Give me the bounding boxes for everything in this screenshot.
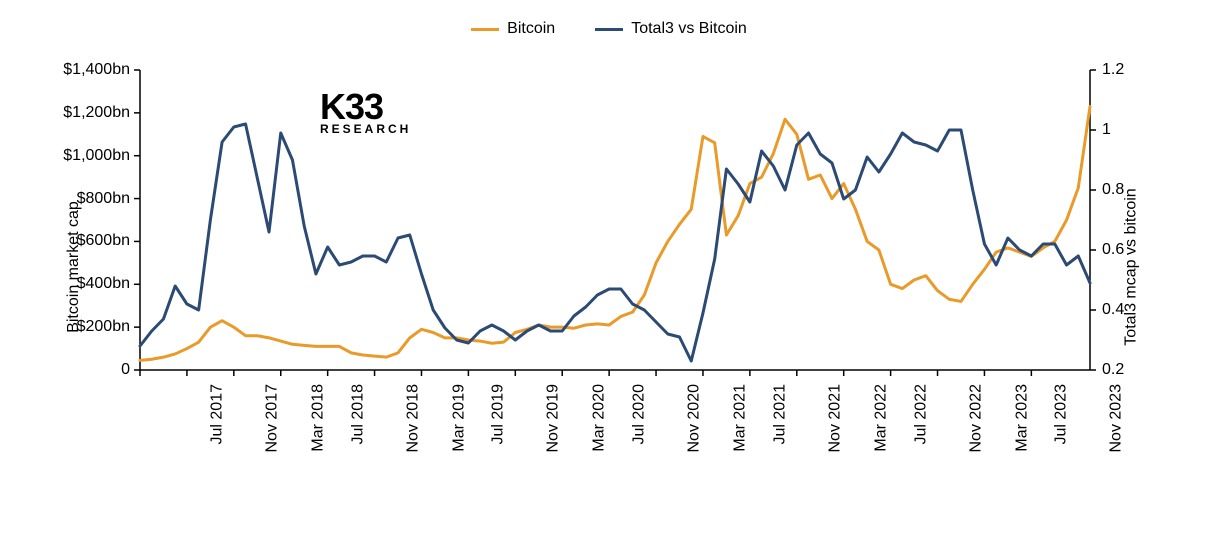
ytick-right: 1 bbox=[1102, 121, 1111, 139]
ytick-left: $600bn bbox=[77, 232, 130, 250]
ytick-left: $1,200bn bbox=[63, 104, 130, 122]
ytick-left: $800bn bbox=[77, 190, 130, 208]
series-total3-vs-bitcoin bbox=[140, 124, 1090, 361]
ytick-right: 1.2 bbox=[1102, 61, 1124, 79]
xtick: Jul 2022 bbox=[912, 384, 930, 445]
ytick-right: 0.8 bbox=[1102, 181, 1124, 199]
ytick-right: 0.6 bbox=[1102, 241, 1124, 259]
chart-svg bbox=[0, 0, 1218, 534]
xtick: Nov 2021 bbox=[826, 384, 844, 453]
xtick: Nov 2018 bbox=[404, 384, 422, 453]
xtick: Mar 2019 bbox=[450, 384, 468, 452]
ytick-left: 0 bbox=[121, 361, 130, 379]
xtick: Jul 2018 bbox=[349, 384, 367, 445]
ytick-left: $1,400bn bbox=[63, 61, 130, 79]
xtick: Nov 2023 bbox=[1108, 384, 1126, 453]
xtick: Jul 2023 bbox=[1053, 384, 1071, 445]
xtick: Mar 2020 bbox=[591, 384, 609, 452]
xtick: Jul 2020 bbox=[631, 384, 649, 445]
ytick-right: 0.4 bbox=[1102, 301, 1124, 319]
chart-container: BitcoinTotal3 vs Bitcoin Bitcoin market … bbox=[0, 0, 1218, 534]
xtick: Nov 2019 bbox=[545, 384, 563, 453]
xtick: Mar 2023 bbox=[1013, 384, 1031, 452]
series-bitcoin bbox=[140, 106, 1090, 360]
xtick: Nov 2017 bbox=[263, 384, 281, 453]
ytick-left: $400bn bbox=[77, 275, 130, 293]
xtick: Mar 2018 bbox=[309, 384, 327, 452]
xtick: Mar 2022 bbox=[872, 384, 890, 452]
xtick: Nov 2022 bbox=[967, 384, 985, 453]
ytick-left: $200bn bbox=[77, 318, 130, 336]
xtick: Nov 2020 bbox=[686, 384, 704, 453]
xtick: Jul 2021 bbox=[771, 384, 789, 445]
ytick-right: 0.2 bbox=[1102, 361, 1124, 379]
xtick: Jul 2019 bbox=[490, 384, 508, 445]
xtick: Jul 2017 bbox=[209, 384, 227, 445]
xtick: Mar 2021 bbox=[732, 384, 750, 452]
ytick-left: $1,000bn bbox=[63, 147, 130, 165]
